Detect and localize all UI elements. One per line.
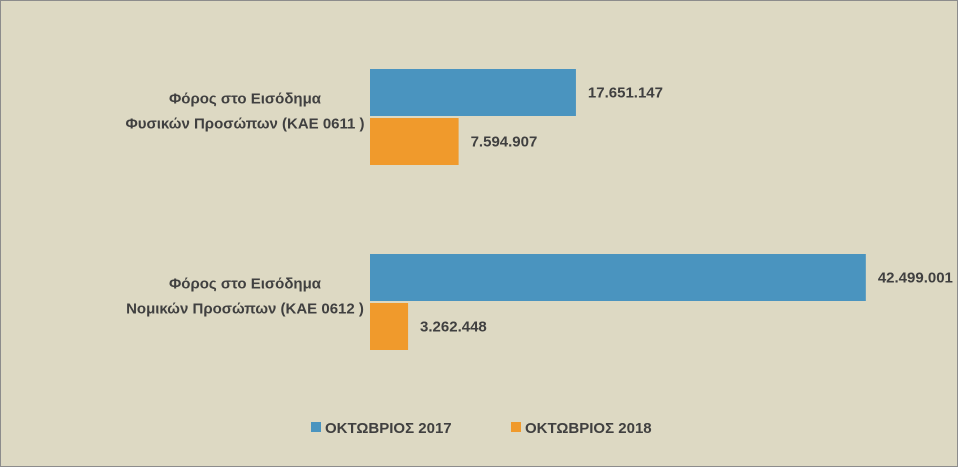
category-label-line: Νομικών Προσώπων (ΚΑΕ 0612 ) xyxy=(126,301,364,318)
category-label: Φόρος στο Εισόδημα Νομικών Προσώπων (ΚΑΕ … xyxy=(126,276,364,318)
category-label-line: Φόρος στο Εισόδημα xyxy=(169,91,322,108)
legend-label: ΟΚΤΩΒΡΙΟΣ 2017 xyxy=(325,420,452,437)
value-labels: 17.651.147 7.594.907 42.499.001 3.262.448 xyxy=(420,85,953,336)
category-labels: Φόρος στο Εισόδημα Φυσικών Προσώπων (ΚΑΕ … xyxy=(125,91,364,318)
bars xyxy=(370,69,866,350)
bar xyxy=(370,303,409,350)
value-label: 17.651.147 xyxy=(588,85,663,102)
value-label: 3.262.448 xyxy=(420,319,487,336)
bar xyxy=(370,69,576,116)
category-label-line: Φυσικών Προσώπων (ΚΑΕ 0611 ) xyxy=(125,116,364,133)
legend-swatch xyxy=(311,422,321,432)
category-label: Φόρος στο Εισόδημα Φυσικών Προσώπων (ΚΑΕ … xyxy=(125,91,364,133)
legend-label: ΟΚΤΩΒΡΙΟΣ 2018 xyxy=(525,420,652,437)
legend-swatch xyxy=(511,422,521,432)
legend: ΟΚΤΩΒΡΙΟΣ 2017 ΟΚΤΩΒΡΙΟΣ 2018 xyxy=(311,420,652,437)
value-label: 7.594.907 xyxy=(471,134,538,151)
category-label-line: Φόρος στο Εισόδημα xyxy=(169,276,322,293)
value-label: 42.499.001 xyxy=(878,270,953,287)
bar xyxy=(370,254,866,301)
bar xyxy=(370,118,459,165)
